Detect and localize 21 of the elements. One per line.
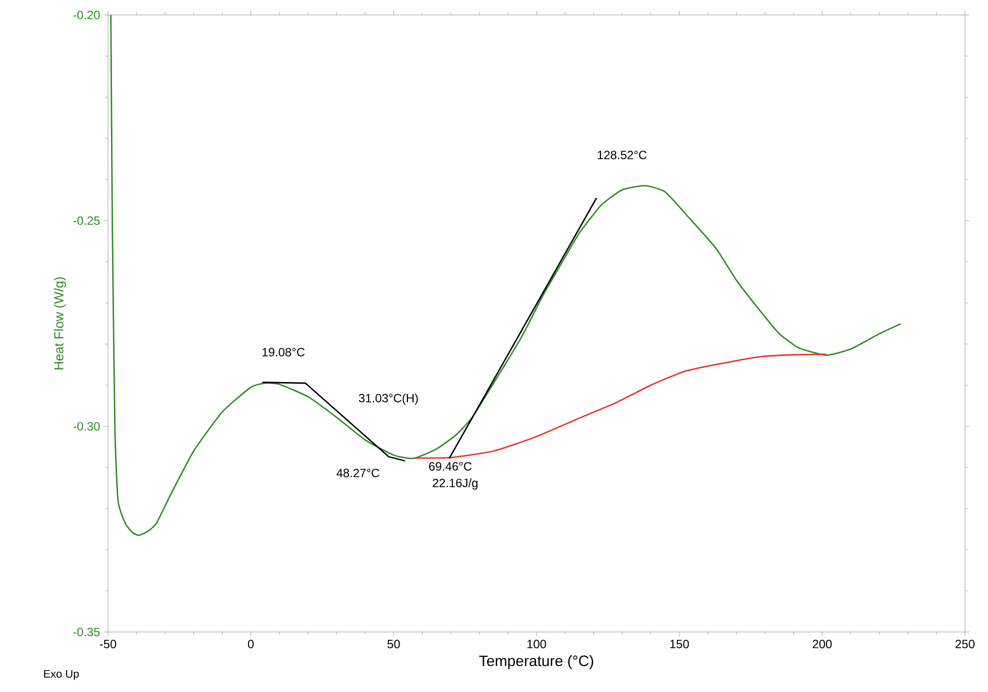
x-tick-label: 200	[812, 640, 832, 648]
y-tick-label: -0.35	[73, 628, 100, 636]
text: Exo Up	[44, 670, 79, 680]
annotation: 69.46°C	[429, 462, 472, 471]
x-tick-label: 150	[670, 640, 689, 648]
x-tick-label: -50	[100, 640, 116, 648]
x-tick-label: 0	[248, 640, 254, 648]
y-tick-label: -0.30	[73, 422, 100, 431]
y-tick-label: -0.20	[73, 10, 100, 20]
x-tick-label: 50	[387, 640, 400, 648]
annotation: 22.16J/g	[432, 478, 478, 490]
annotation: 128.52°C	[598, 150, 647, 160]
x-tick-label: 250	[956, 640, 975, 648]
annotation: 48.27°C	[336, 468, 380, 478]
y-axis-title: Heat Flow (W/g)	[54, 277, 66, 370]
y-tick-label: -0.25	[73, 216, 100, 225]
annotation: 19.08°C	[262, 348, 305, 356]
x-tick-label: 100	[527, 640, 546, 648]
line-series	[110, 14, 902, 536]
annotation: 31.03°C(H)	[358, 394, 418, 405]
x-axis-title: Temperature (°C)	[479, 655, 594, 670]
